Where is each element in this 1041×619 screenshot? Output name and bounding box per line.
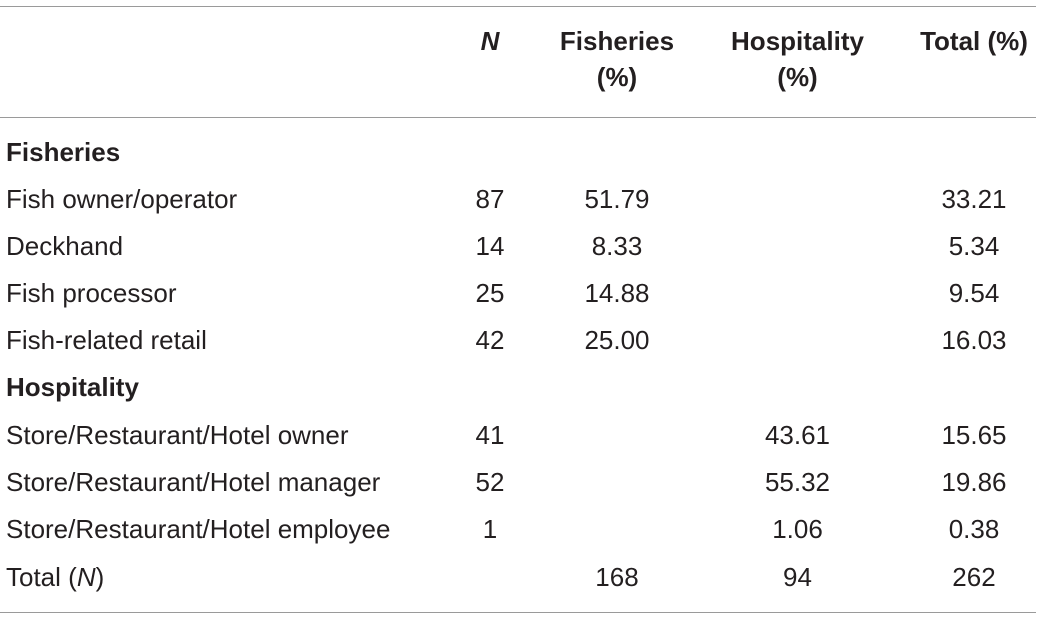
header-rule	[0, 117, 1036, 118]
top-rule	[0, 6, 1036, 7]
row-n: 52	[475, 467, 505, 497]
row-label: Store/Restaurant/Hotel owner	[6, 420, 349, 450]
row-hospitality-pct: 43.61	[764, 420, 831, 450]
row-fisheries-pct: 51.79	[584, 184, 650, 214]
total-label-n: N	[76, 562, 96, 592]
row-label: Store/Restaurant/Hotel employee	[6, 514, 391, 544]
row-n: 1	[482, 514, 498, 544]
row-label: Deckhand	[6, 231, 124, 261]
header-hospitality-line1: Hospitality	[731, 26, 864, 56]
row-hospitality-pct: 55.32	[764, 467, 831, 497]
total-label-suffix: )	[95, 562, 105, 592]
total-row-hospitality: 94	[783, 562, 812, 592]
total-row-fisheries: 168	[595, 562, 639, 592]
header-total: Total (%)	[920, 26, 1028, 56]
row-total-pct: 15.65	[941, 420, 1007, 450]
total-label-prefix: Total (	[6, 562, 77, 592]
row-total-pct: 0.38	[948, 514, 1000, 544]
section-title-fisheries: Fisheries	[6, 137, 121, 167]
row-total-pct: 5.34	[948, 231, 1000, 261]
header-hospitality: Hospitality (%)	[710, 23, 885, 95]
header-fisheries-line2: (%)	[596, 62, 638, 92]
row-total-pct: 16.03	[941, 325, 1007, 355]
row-n: 14	[475, 231, 505, 261]
header-n: N	[480, 26, 500, 56]
row-n: 87	[475, 184, 505, 214]
row-fisheries-pct: 14.88	[584, 278, 650, 308]
row-n: 41	[475, 420, 505, 450]
total-row-total: 262	[952, 562, 996, 592]
row-fisheries-pct: 8.33	[591, 231, 643, 261]
row-label: Fish-related retail	[6, 325, 207, 355]
header-fisheries-line1: Fisheries	[559, 26, 675, 56]
total-row-label: Total (N)	[6, 562, 104, 592]
row-fisheries-pct: 25.00	[584, 325, 650, 355]
row-total-pct: 9.54	[948, 278, 1000, 308]
row-n: 42	[475, 325, 505, 355]
header-hospitality-line2: (%)	[777, 62, 818, 92]
row-label: Store/Restaurant/Hotel manager	[6, 467, 381, 497]
bottom-rule	[0, 612, 1036, 613]
row-label: Fish processor	[6, 278, 177, 308]
row-total-pct: 19.86	[941, 467, 1007, 497]
section-title-hospitality: Hospitality	[6, 372, 139, 402]
row-hospitality-pct: 1.06	[772, 514, 823, 544]
row-label: Fish owner/operator	[6, 184, 238, 214]
row-total-pct: 33.21	[941, 184, 1007, 214]
header-fisheries: Fisheries (%)	[537, 23, 697, 95]
row-n: 25	[475, 278, 505, 308]
